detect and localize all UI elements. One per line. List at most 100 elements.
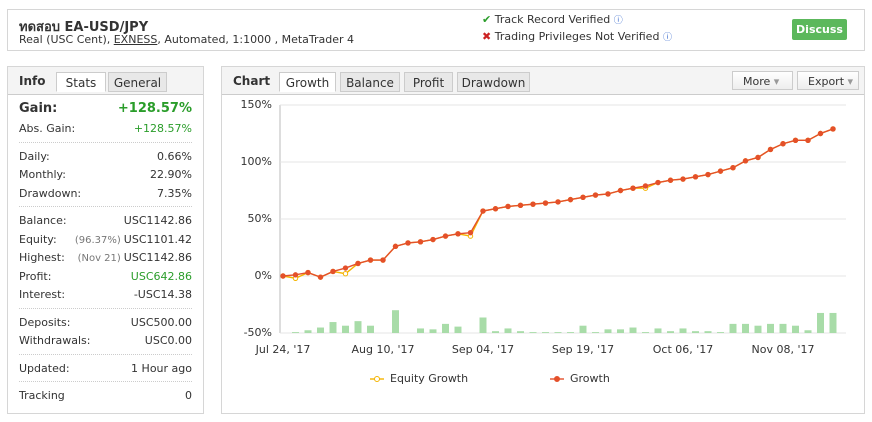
point xyxy=(280,273,286,279)
stat-value-wrap: USC500.00 xyxy=(131,314,192,333)
point xyxy=(530,201,536,207)
info-tabs: Info Stats General xyxy=(8,67,203,95)
legend-label[interactable]: Equity Growth xyxy=(390,372,468,385)
stat-label: Deposits: xyxy=(19,315,71,329)
stat-value-wrap: (Nov 21) USC1142.86 xyxy=(78,249,192,268)
bar xyxy=(579,325,587,333)
y-tick-label: 100% xyxy=(241,155,272,168)
stat-label: Interest: xyxy=(19,288,66,301)
bar xyxy=(754,325,762,333)
broker-link[interactable]: EXNESS xyxy=(113,33,158,46)
tab[interactable]: Drawdown xyxy=(457,72,530,92)
tab[interactable]: Growth xyxy=(279,72,336,92)
bar xyxy=(492,331,499,333)
bar xyxy=(717,332,724,333)
stat-group: Tracking 0 xyxy=(19,382,192,409)
stat-group: Daily: 0.66% Monthly: 22.90% Drawdown: 7.35% xyxy=(19,143,192,207)
point xyxy=(617,187,624,194)
point xyxy=(380,257,386,263)
point xyxy=(355,260,361,267)
tab[interactable]: Balance xyxy=(340,72,400,92)
stat-value: 0 xyxy=(185,389,192,402)
stat-value-wrap: USC0.00 xyxy=(145,332,192,351)
x-tick-label: Aug 10, '17 xyxy=(352,343,415,356)
x-tick-label: Sep 19, '17 xyxy=(552,343,614,356)
bar xyxy=(729,323,737,333)
stat-row: Equity: (96.37%) USC1101.42 xyxy=(19,231,192,250)
bar xyxy=(792,325,799,333)
stat-value-wrap: +128.57% xyxy=(118,100,192,120)
legend-marker xyxy=(374,376,380,382)
stat-value: 1 Hour ago xyxy=(131,361,192,375)
stat-value-wrap: (96.37%) USC1101.42 xyxy=(75,231,192,250)
y-tick-label: 150% xyxy=(241,98,272,111)
stat-value-wrap: USC642.86 xyxy=(131,268,192,287)
bar xyxy=(567,332,574,333)
stat-label: Monthly: xyxy=(19,168,66,181)
chart-label: Chart xyxy=(233,74,271,88)
stat-row: Monthly: 22.90% xyxy=(19,166,192,185)
point xyxy=(730,165,736,171)
point xyxy=(330,268,336,275)
point xyxy=(792,137,799,144)
stat-note: (Nov 21) xyxy=(77,253,121,264)
bar xyxy=(329,322,337,333)
stat-row: Deposits: USC500.00 xyxy=(19,314,192,333)
stat-value: 7.35% xyxy=(157,186,192,200)
tab[interactable]: Profit xyxy=(404,72,453,92)
stat-group: Deposits: USC500.00 Withdrawals: USC0.00 xyxy=(19,309,192,355)
point xyxy=(555,199,561,205)
point xyxy=(430,236,436,243)
point xyxy=(742,158,749,164)
stat-value: USC500.00 xyxy=(130,315,192,329)
bar xyxy=(292,332,299,333)
point xyxy=(517,202,524,209)
stat-label: Tracking xyxy=(19,389,65,402)
point xyxy=(442,233,449,239)
y-tick-label: 50% xyxy=(248,212,272,225)
chart-panel: Chart Growth Balance Profit Drawdown Mor… xyxy=(221,66,865,414)
point xyxy=(592,192,599,198)
header: ทดสอบ EA-USD/JPY Real (USC Cent), EXNESS… xyxy=(7,9,865,51)
bar xyxy=(354,321,362,333)
stat-value-wrap: 0 xyxy=(185,387,192,406)
stat-label: Balance: xyxy=(19,214,67,227)
tab[interactable]: General xyxy=(108,72,167,92)
stat-group: Gain: +128.57% Abs. Gain: +128.57% xyxy=(19,95,192,143)
subtitle-text: Real (USC Cent), xyxy=(19,33,114,46)
chart-tabs: Chart Growth Balance Profit Drawdown Mor… xyxy=(222,67,864,95)
stat-value-wrap: 22.90% xyxy=(150,166,192,185)
x-tick-label: Sep 04, '17 xyxy=(452,343,514,356)
legend-label[interactable]: Growth xyxy=(570,372,610,385)
bar xyxy=(504,328,512,333)
bar xyxy=(779,323,787,333)
bar xyxy=(542,332,549,333)
bar xyxy=(554,332,562,333)
stat-row: Updated: 1 Hour ago xyxy=(19,360,192,379)
stat-row: Drawdown: 7.35% xyxy=(19,185,192,204)
point xyxy=(405,240,411,246)
stat-value: 22.90% xyxy=(150,168,192,181)
not-verified: ✖ Trading Privileges Not Verified ⓘ xyxy=(482,30,672,43)
tab[interactable]: Stats xyxy=(56,72,106,92)
point xyxy=(392,243,399,250)
bar xyxy=(692,331,699,333)
stat-value: USC1142.86 xyxy=(123,214,192,227)
y-tick-label: 0% xyxy=(255,269,272,282)
export-button[interactable]: Export ▾ xyxy=(797,71,859,90)
stat-row: Withdrawals: USC0.00 xyxy=(19,332,192,351)
discuss-button[interactable]: Discuss xyxy=(792,19,847,40)
bar xyxy=(667,331,674,333)
point xyxy=(680,176,686,182)
bar xyxy=(317,327,324,333)
stats: Gain: +128.57% Abs. Gain: +128.57% Daily: 0.6… xyxy=(19,95,192,409)
bar xyxy=(767,323,774,333)
point xyxy=(655,179,661,186)
stat-label: Drawdown: xyxy=(19,186,82,200)
bar xyxy=(654,328,662,333)
more-button[interactable]: More ▾ xyxy=(732,71,793,90)
stat-label: Withdrawals: xyxy=(19,334,91,347)
bar xyxy=(804,330,812,333)
